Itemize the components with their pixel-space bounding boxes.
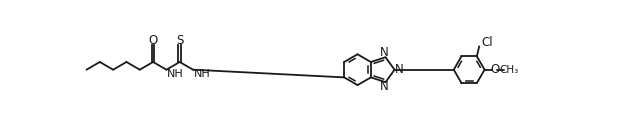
Text: O: O bbox=[149, 34, 158, 47]
Text: CH₃: CH₃ bbox=[500, 65, 519, 75]
Text: NH: NH bbox=[193, 69, 210, 79]
Text: N: N bbox=[381, 47, 389, 59]
Text: O: O bbox=[491, 63, 500, 76]
Text: NH: NH bbox=[167, 69, 184, 79]
Text: N: N bbox=[394, 63, 403, 76]
Text: N: N bbox=[381, 80, 389, 93]
Text: Cl: Cl bbox=[481, 36, 493, 49]
Text: S: S bbox=[176, 34, 183, 47]
